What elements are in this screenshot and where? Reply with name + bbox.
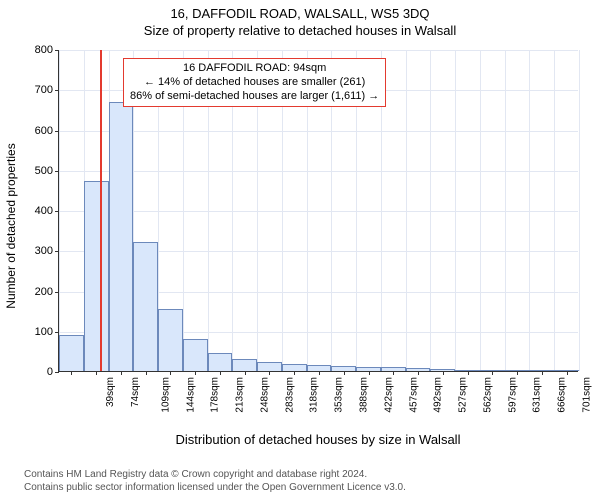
chart-container: { "title_line1": "16, DAFFODIL ROAD, WAL… [0, 0, 600, 500]
x-tick-mark [369, 371, 370, 375]
x-tick-label: 527sqm [458, 377, 469, 413]
x-tick-label: 318sqm [309, 377, 320, 413]
x-tick-mark [418, 371, 419, 375]
gridline-vertical [505, 50, 506, 371]
histogram-bar [480, 370, 505, 371]
annotation-box: 16 DAFFODIL ROAD: 94sqm← 14% of detached… [123, 58, 386, 107]
histogram-bar [356, 367, 381, 371]
footer-line-2: Contains public sector information licen… [24, 482, 406, 495]
annotation-line-1: 16 DAFFODIL ROAD: 94sqm [130, 62, 379, 76]
y-axis-label: Number of detached properties [4, 46, 18, 406]
chart-footer: Contains HM Land Registry data © Crown c… [24, 469, 406, 494]
y-tick-label: 100 [35, 326, 59, 338]
x-tick-mark [96, 371, 97, 375]
x-tick-mark [245, 371, 246, 375]
gridline-horizontal [59, 171, 578, 172]
gridline-vertical [529, 50, 530, 371]
x-tick-label: 388sqm [359, 377, 370, 413]
x-tick-mark [344, 371, 345, 375]
gridline-vertical [554, 50, 555, 371]
x-tick-label: 144sqm [185, 377, 196, 413]
gridline-horizontal [59, 50, 578, 51]
gridline-horizontal [59, 131, 578, 132]
histogram-bar [529, 370, 554, 371]
histogram-bar [109, 102, 134, 371]
histogram-bar [232, 359, 257, 371]
x-tick-mark [294, 371, 295, 375]
x-tick-label: 213sqm [235, 377, 246, 413]
chart-area: 010020030040050060070080039sqm74sqm109sq… [58, 46, 578, 406]
footer-line-1: Contains HM Land Registry data © Crown c… [24, 469, 406, 482]
x-tick-mark [220, 371, 221, 375]
x-tick-label: 353sqm [334, 377, 345, 413]
histogram-bar [505, 370, 530, 371]
x-tick-mark [492, 371, 493, 375]
histogram-bar [257, 362, 282, 371]
reference-line [100, 50, 102, 371]
histogram-bar [430, 369, 455, 371]
annotation-line-3: 86% of semi-detached houses are larger (… [130, 90, 379, 104]
x-tick-label: 666sqm [557, 377, 568, 413]
x-tick-mark [567, 371, 568, 375]
x-tick-mark [319, 371, 320, 375]
histogram-bar [59, 335, 84, 371]
x-tick-label: 178sqm [210, 377, 221, 413]
histogram-bar [455, 370, 480, 371]
gridline-vertical [59, 50, 60, 371]
y-tick-label: 0 [47, 366, 59, 378]
y-tick-label: 800 [35, 44, 59, 56]
y-tick-label: 200 [35, 286, 59, 298]
y-tick-label: 300 [35, 245, 59, 257]
x-tick-label: 701sqm [581, 377, 592, 413]
x-tick-mark [195, 371, 196, 375]
chart-subtitle: Size of property relative to detached ho… [0, 21, 600, 38]
histogram-bar [406, 368, 431, 371]
gridline-vertical [406, 50, 407, 371]
gridline-vertical [455, 50, 456, 371]
x-tick-mark [468, 371, 469, 375]
plot-area: 010020030040050060070080039sqm74sqm109sq… [58, 50, 578, 372]
histogram-bar [282, 364, 307, 371]
gridline-vertical [430, 50, 431, 371]
y-tick-label: 500 [35, 165, 59, 177]
x-tick-label: 422sqm [383, 377, 394, 413]
histogram-bar [554, 370, 579, 371]
x-tick-mark [393, 371, 394, 375]
x-tick-label: 492sqm [433, 377, 444, 413]
histogram-bar [84, 181, 109, 371]
histogram-bar [307, 365, 332, 371]
x-tick-mark [269, 371, 270, 375]
x-tick-label: 74sqm [130, 377, 141, 407]
x-tick-mark [170, 371, 171, 375]
histogram-bar [381, 367, 406, 371]
histogram-bar [133, 242, 158, 371]
histogram-bar [208, 353, 233, 371]
x-tick-label: 631sqm [532, 377, 543, 413]
x-tick-label: 597sqm [507, 377, 518, 413]
x-tick-label: 457sqm [408, 377, 419, 413]
x-axis-label: Distribution of detached houses by size … [58, 432, 578, 447]
histogram-bar [158, 309, 183, 371]
y-tick-label: 700 [35, 84, 59, 96]
x-tick-mark [121, 371, 122, 375]
x-tick-mark [443, 371, 444, 375]
chart-title-address: 16, DAFFODIL ROAD, WALSALL, WS5 3DQ [0, 0, 600, 21]
x-tick-label: 562sqm [482, 377, 493, 413]
x-tick-label: 248sqm [260, 377, 271, 413]
y-tick-label: 600 [35, 125, 59, 137]
histogram-bar [331, 366, 356, 371]
x-tick-label: 109sqm [160, 377, 171, 413]
x-tick-label: 283sqm [284, 377, 295, 413]
y-tick-label: 400 [35, 205, 59, 217]
gridline-horizontal [59, 211, 578, 212]
x-tick-mark [542, 371, 543, 375]
annotation-line-2: ← 14% of detached houses are smaller (26… [130, 76, 379, 90]
x-tick-mark [517, 371, 518, 375]
x-tick-mark [146, 371, 147, 375]
histogram-bar [183, 339, 208, 371]
x-tick-mark [71, 371, 72, 375]
gridline-vertical [480, 50, 481, 371]
x-tick-label: 39sqm [105, 377, 116, 407]
gridline-vertical [579, 50, 580, 371]
